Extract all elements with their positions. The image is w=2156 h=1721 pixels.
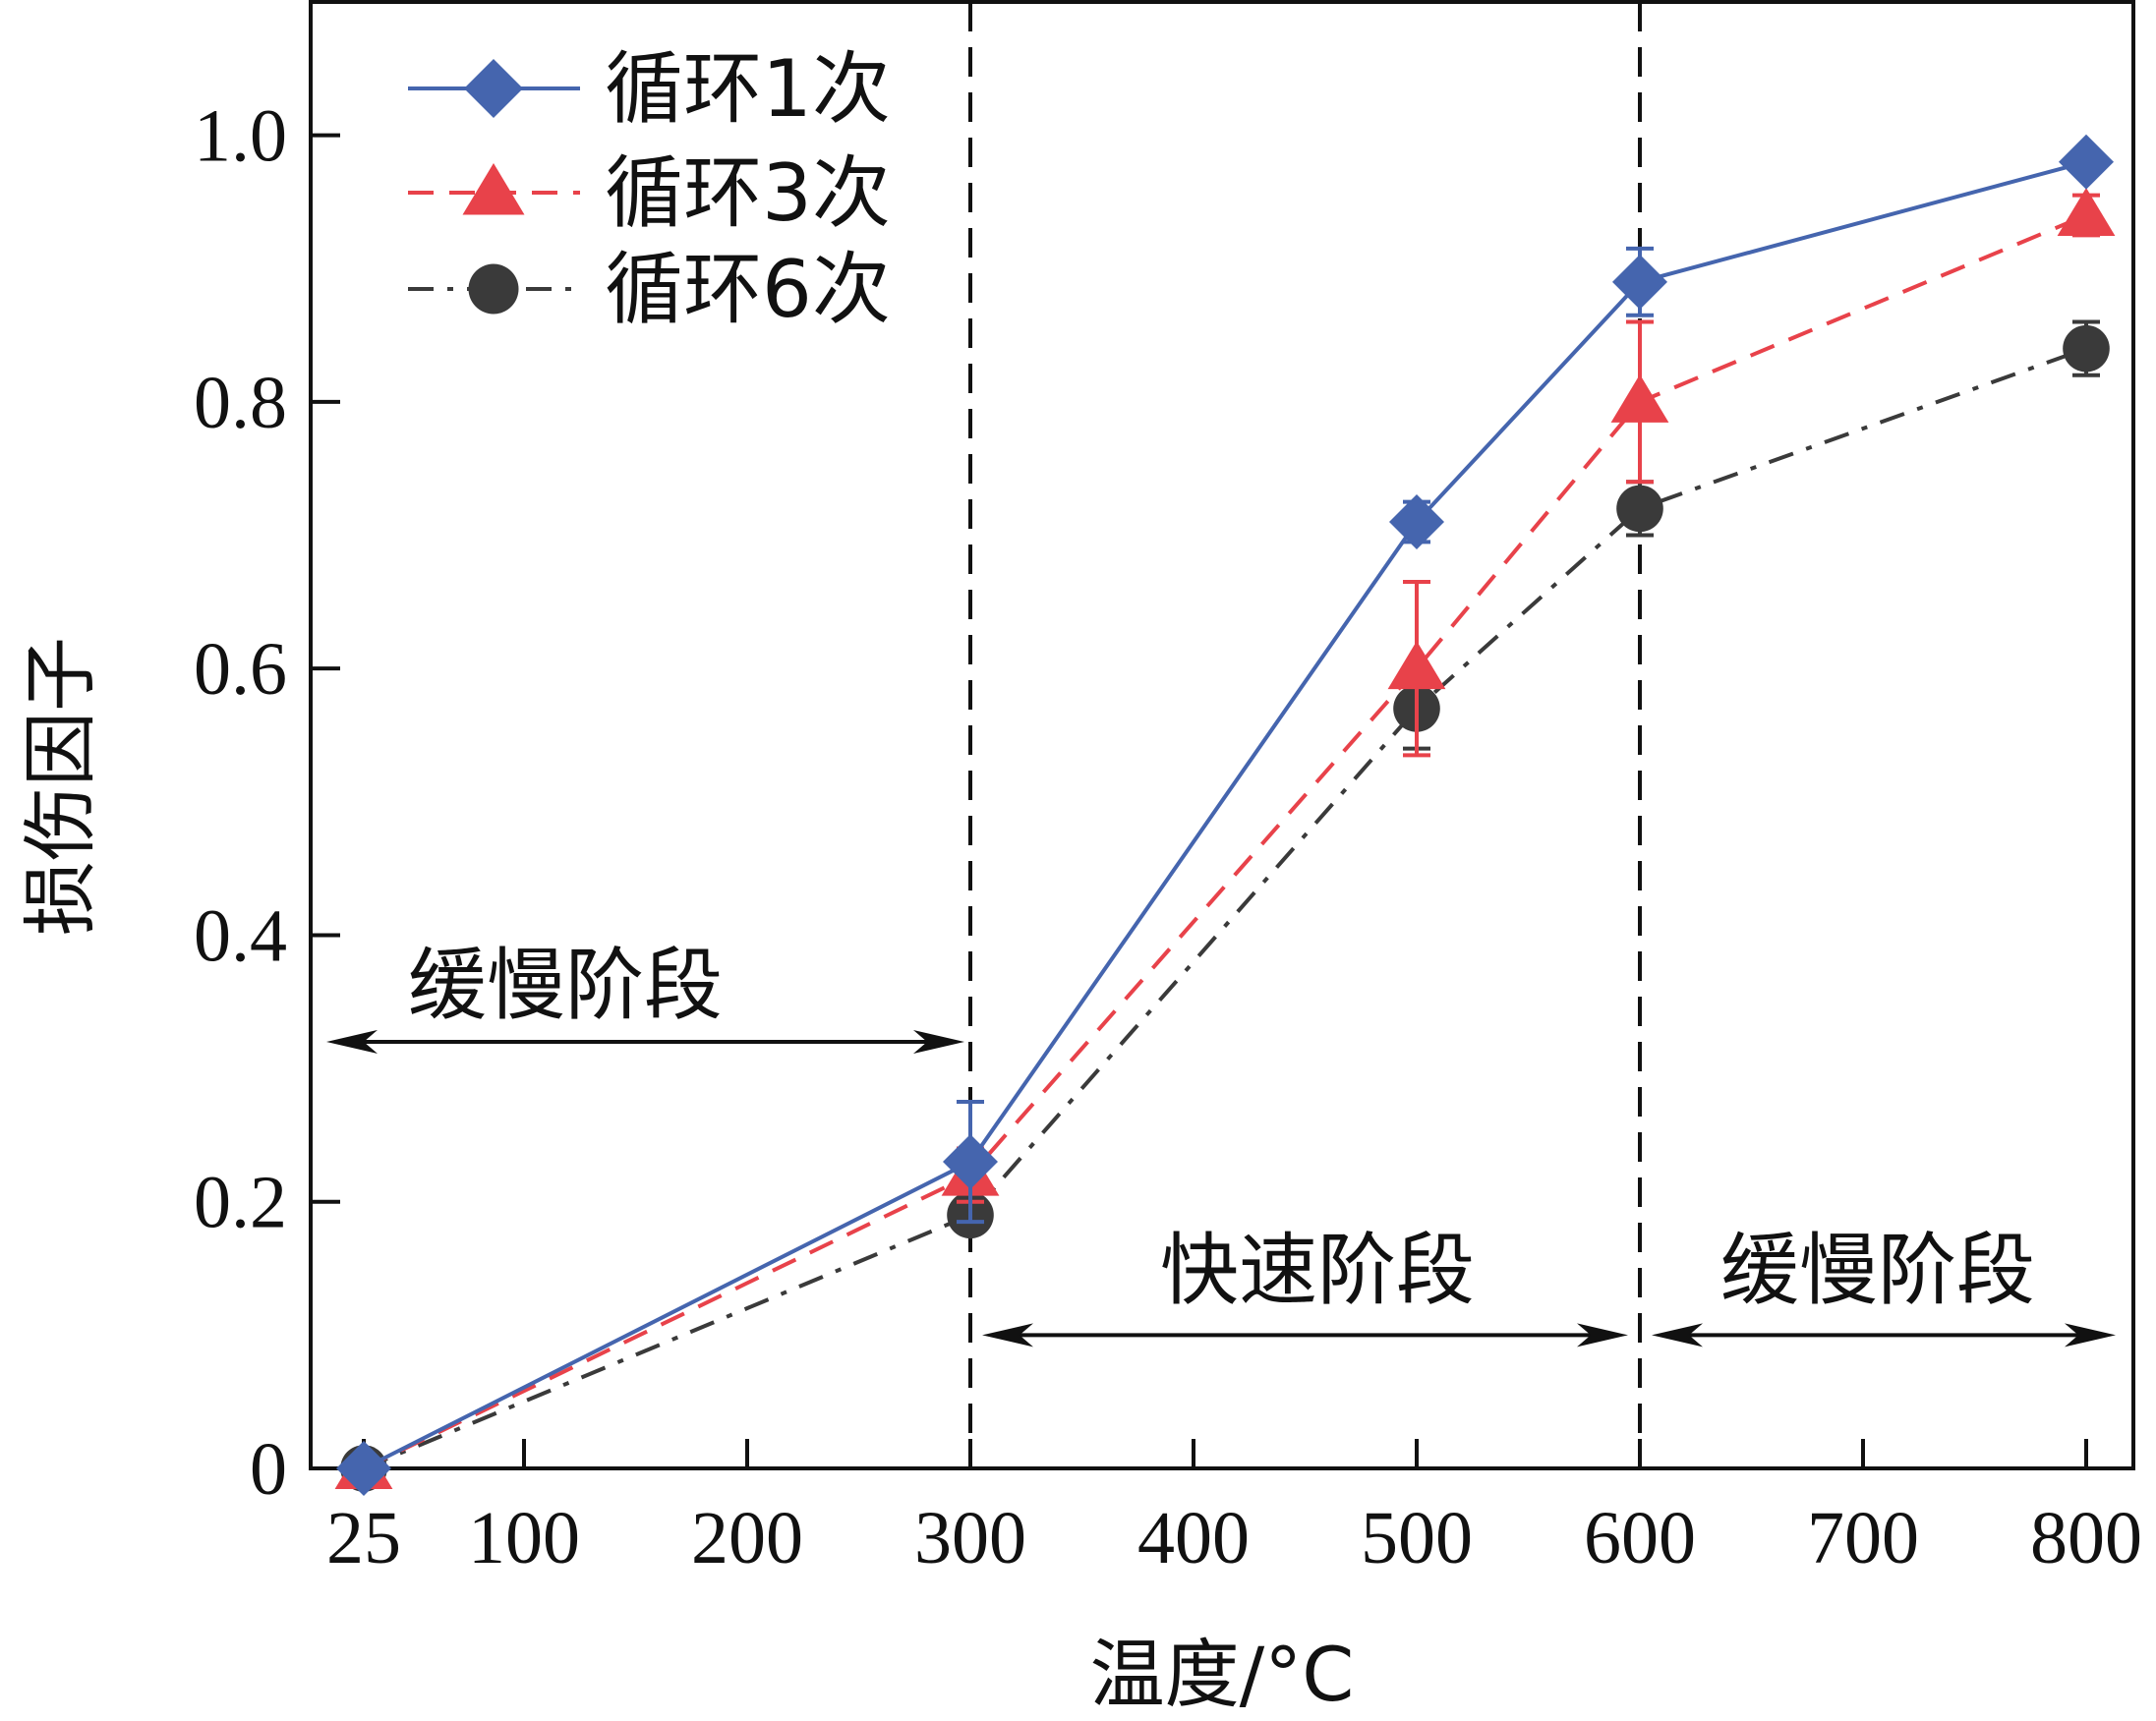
arrow-head-left <box>326 1029 378 1054</box>
arrow-head-right <box>2065 1323 2116 1348</box>
x-tick-label: 25 <box>326 1497 401 1579</box>
y-tick-label: 0 <box>250 1428 287 1511</box>
stage-label: 快速阶段 <box>1160 1225 1475 1316</box>
data-point <box>943 1134 998 1190</box>
data-point <box>2059 134 2114 190</box>
arrow-head-left <box>982 1323 1033 1348</box>
data-point <box>2057 188 2116 237</box>
y-tick-label: 1.0 <box>194 95 287 178</box>
y-tick-label: 0.4 <box>194 894 287 977</box>
legend-marker <box>462 163 525 215</box>
x-tick-label: 600 <box>1584 1497 1696 1579</box>
legend-label: 循环1次 <box>605 43 891 135</box>
data-point <box>1616 485 1663 533</box>
x-tick-label: 700 <box>1807 1497 1919 1579</box>
y-axis-label: 损伤因子 <box>17 637 104 936</box>
stage-annotation-1: 缓慢阶段 <box>326 940 964 1054</box>
legend-marker <box>464 59 523 118</box>
legend-entry-3: 循环6次 <box>408 244 891 335</box>
series-3 <box>340 319 2110 1492</box>
stage-label: 缓慢阶段 <box>408 940 723 1031</box>
legend-entry-1: 循环1次 <box>408 43 891 135</box>
x-tick-label: 500 <box>1361 1497 1473 1579</box>
arrow-head-right <box>913 1029 964 1054</box>
series-line-3 <box>363 346 2087 1470</box>
legend-entry-2: 循环3次 <box>408 147 891 239</box>
x-tick-label: 200 <box>691 1497 803 1579</box>
arrow-head-right <box>1577 1323 1628 1348</box>
x-tick-label: 800 <box>2030 1497 2142 1579</box>
legend-marker <box>468 263 519 315</box>
y-tick-label: 0.8 <box>194 362 287 444</box>
x-tick-label: 400 <box>1137 1497 1250 1579</box>
stage-label: 缓慢阶段 <box>1720 1225 2035 1316</box>
y-tick-label: 0.2 <box>194 1162 287 1244</box>
x-axis-label: 温度/°C <box>1090 1631 1355 1718</box>
legend-label: 循环6次 <box>605 244 891 335</box>
data-point <box>1612 254 1667 310</box>
series-1 <box>336 134 2114 1496</box>
stage-annotation-3: 缓慢阶段 <box>1652 1225 2116 1348</box>
x-tick-label: 300 <box>914 1497 1026 1579</box>
x-tick-label: 100 <box>468 1497 580 1579</box>
stage-annotation-2: 快速阶段 <box>982 1225 1628 1348</box>
plot-frame <box>309 0 2135 1470</box>
arrow-head-left <box>1652 1323 1703 1348</box>
data-point <box>1387 641 1446 690</box>
data-point <box>1610 373 1669 423</box>
y-tick-label: 0.6 <box>194 628 287 711</box>
data-point <box>336 1441 391 1496</box>
legend-label: 循环3次 <box>605 147 891 239</box>
data-point <box>2063 324 2110 373</box>
data-point <box>1389 493 1444 549</box>
